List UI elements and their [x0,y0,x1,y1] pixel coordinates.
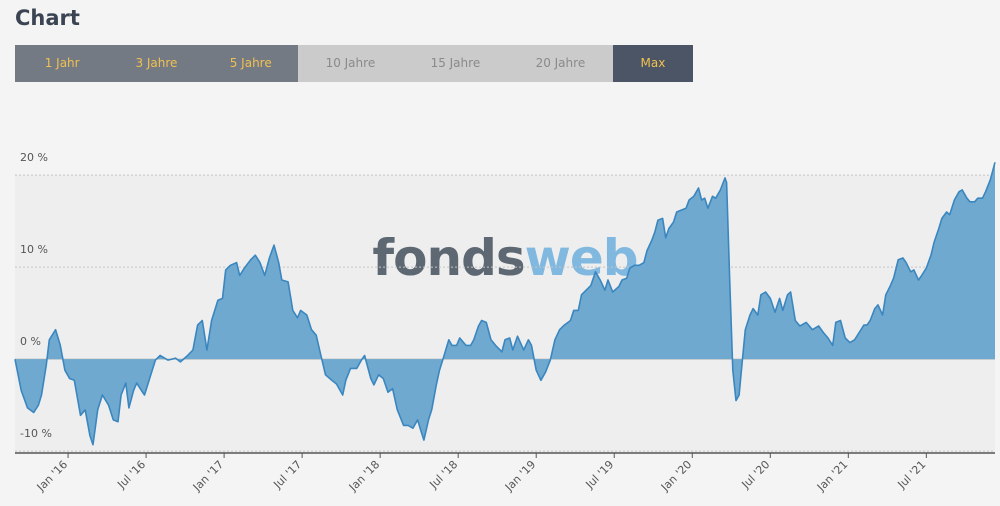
range-button[interactable]: 5 Jahre [203,45,298,82]
page-title: Chart [15,6,80,30]
x-tick-label: Jan '19 [502,458,538,494]
x-tick-label: Jan '18 [346,458,382,494]
y-tick-label: 20 % [20,151,48,164]
range-button[interactable]: 15 Jahre [402,45,508,82]
watermark: fondsweb [372,229,637,287]
x-tick-label: Jul '21 [895,458,929,492]
x-tick-label: Jan '20 [658,458,694,494]
y-tick-label: -10 % [20,427,52,440]
x-tick-label: Jul '19 [583,458,617,492]
x-tick-label: Jul '17 [270,458,304,492]
x-tick-label: Jul '18 [427,458,461,492]
range-button[interactable]: 20 Jahre [507,45,613,82]
watermark-part: fonds [372,229,524,287]
range-button[interactable]: 1 Jahr [15,45,110,82]
range-button[interactable]: 10 Jahre [297,45,403,82]
x-tick-label: Jan '17 [190,458,226,494]
range-button[interactable]: Max [612,45,693,82]
x-tick-label: Jul '16 [114,458,148,492]
watermark-part: web [525,229,638,287]
line [14,162,996,446]
range-buttons: 1 Jahr 3 Jahre 5 Jahre 10 Jahre 15 Jahre 20 J… [15,45,693,82]
x-tick-label: Jan '16 [34,458,70,494]
x-tick-label: Jan '21 [814,458,850,494]
y-tick-label: 10 % [20,243,48,256]
plot-band [15,175,995,453]
x-tick-label: Jul '20 [739,458,773,492]
range-button[interactable]: 3 Jahre [109,45,204,82]
y-tick-label: 0 % [20,335,41,348]
